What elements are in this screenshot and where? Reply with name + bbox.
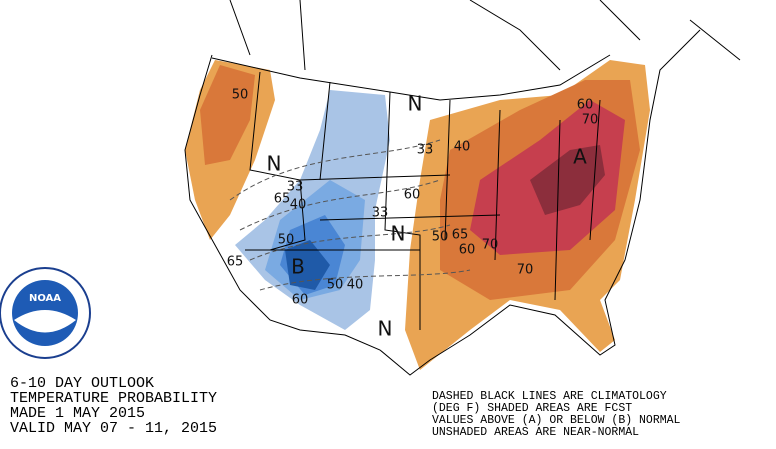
map-label: 40 xyxy=(290,198,307,213)
note-line: (DEG F) SHADED AREAS ARE FCST xyxy=(432,402,632,415)
map-label: 33 xyxy=(372,206,389,221)
note-line: UNSHADED AREAS ARE NEAR-NORMAL xyxy=(432,426,639,439)
note-block: DASHED BLACK LINES ARE CLIMATOLOGY(DEG F… xyxy=(432,390,681,439)
map-label: 60 xyxy=(577,98,594,113)
map-label: 60 xyxy=(459,243,476,258)
climatology xyxy=(229,139,471,291)
below-60 xyxy=(285,240,330,290)
above-40 xyxy=(200,65,255,165)
title-line: VALID MAY 07 - 11, 2015 xyxy=(10,420,217,437)
map-label: A xyxy=(573,145,587,169)
map-label: 50 xyxy=(327,278,344,293)
coastline xyxy=(184,29,701,376)
map-label: 33 xyxy=(417,143,434,158)
map-label: N xyxy=(391,222,406,246)
map-label: N xyxy=(378,317,393,341)
canada xyxy=(229,0,741,71)
title-line: 6-10 DAY OUTLOOK xyxy=(10,375,154,392)
map-label: 70 xyxy=(582,113,599,128)
map-label: B xyxy=(291,255,305,279)
map-label: 50 xyxy=(432,230,449,245)
map-label: 33 xyxy=(287,180,304,195)
above-70 xyxy=(530,145,605,215)
map-label: N xyxy=(267,152,282,176)
logo-text: NOAA xyxy=(29,293,61,304)
map-label: 65 xyxy=(227,255,244,270)
shading xyxy=(185,60,650,370)
title-line: TEMPERATURE PROBABILITY xyxy=(10,390,217,407)
states xyxy=(245,71,601,330)
noaa-logo: NOAA xyxy=(0,267,91,359)
map-label: 70 xyxy=(517,263,534,278)
map-label: 50 xyxy=(232,88,249,103)
map-label: 60 xyxy=(292,293,309,308)
map-label: N xyxy=(408,92,423,116)
map-label: 70 xyxy=(482,238,499,253)
map-label: 40 xyxy=(454,140,471,155)
map-label: 65 xyxy=(274,192,291,207)
note-line: VALUES ABOVE (A) OR BELOW (B) NORMAL xyxy=(432,414,681,427)
map-label: 60 xyxy=(404,188,421,203)
note-line: DASHED BLACK LINES ARE CLIMATOLOGY xyxy=(432,390,667,403)
map-label: 40 xyxy=(347,278,364,293)
map-label: 65 xyxy=(452,228,469,243)
outlines xyxy=(184,0,741,376)
title-line: MADE 1 MAY 2015 xyxy=(10,405,145,422)
border xyxy=(211,54,611,101)
map-label: 50 xyxy=(278,233,295,248)
